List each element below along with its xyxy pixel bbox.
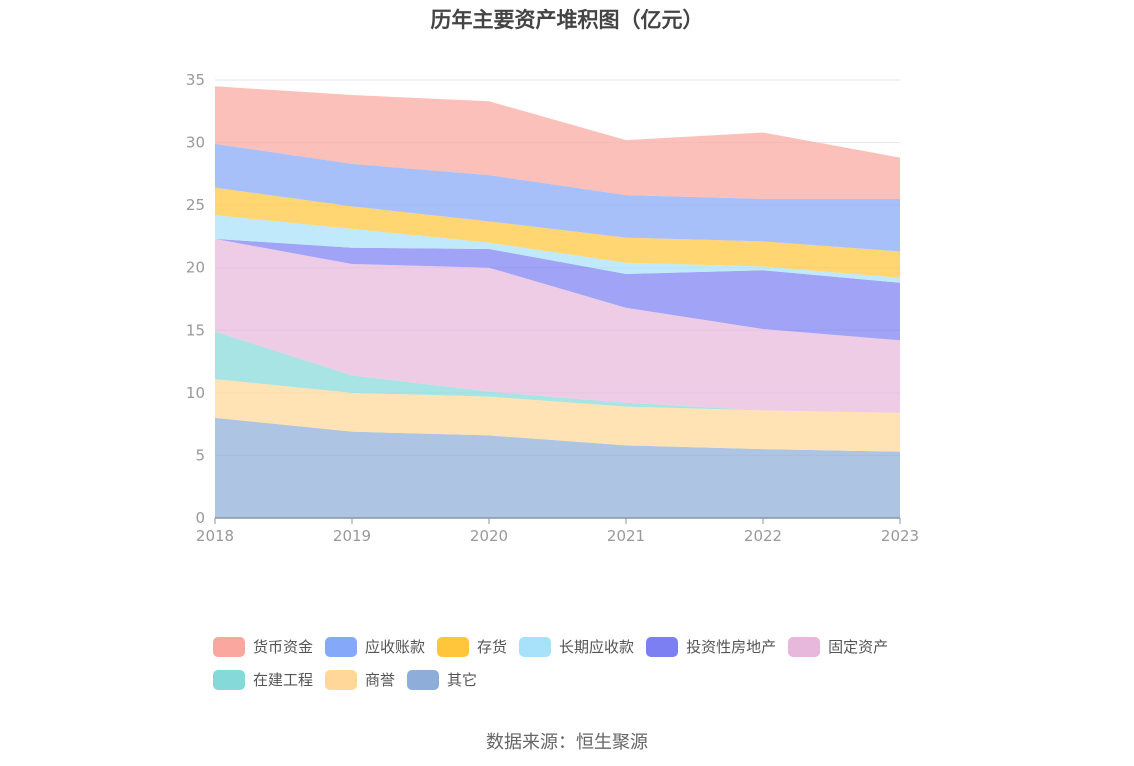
legend-label: 固定资产 [828, 638, 889, 656]
legend-swatch [519, 636, 552, 657]
x-tick-label: 2023 [881, 527, 919, 545]
legend-swatch [325, 669, 358, 690]
y-tick-label: 15 [186, 321, 205, 339]
legend-label: 商誉 [365, 671, 396, 689]
legend-swatch [407, 669, 440, 690]
data-source: 数据来源：恒生聚源 [486, 732, 648, 753]
legend-swatch [325, 636, 358, 657]
legend-swatch [437, 636, 470, 657]
legend-swatch [646, 636, 679, 657]
area-存货 [215, 187, 900, 278]
x-tick-label: 2020 [470, 527, 508, 545]
legend-item-receivables[interactable]: 应收账款 [325, 636, 425, 657]
x-tick-label: 2021 [607, 527, 645, 545]
area-商誉 [215, 379, 900, 452]
area-其它 [215, 417, 900, 518]
area-在建工程 [215, 331, 900, 413]
y-tick-label: 30 [186, 134, 205, 152]
legend-item-fixed-assets[interactable]: 固定资产 [788, 636, 888, 657]
legend-row-1: 货币资金 应收账款 存货 长期应收款 投资性房地产 固定资产 [213, 630, 973, 663]
legend-label: 投资性房地产 [686, 638, 777, 656]
y-tick-label: 25 [186, 196, 205, 214]
area-货币资金 [215, 86, 900, 199]
legend-item-goodwill[interactable]: 商誉 [325, 669, 395, 690]
area-应收账款 [215, 143, 900, 252]
chart-title: 历年主要资产堆积图（亿元） [430, 8, 704, 32]
legend-row-2: 在建工程 商誉 其它 [213, 663, 973, 696]
legend-label: 其它 [447, 671, 478, 689]
legend-label: 货币资金 [253, 638, 314, 656]
y-tick-label: 20 [186, 259, 205, 277]
y-tick-label: 10 [186, 384, 205, 402]
y-tick-label: 5 [195, 446, 205, 464]
legend-label: 应收账款 [365, 638, 426, 656]
x-tick-label: 2019 [333, 527, 371, 545]
legend-label: 存货 [477, 638, 508, 656]
legend-item-other[interactable]: 其它 [407, 669, 477, 690]
legend-item-construction-in-progress[interactable]: 在建工程 [213, 669, 313, 690]
area-投资性房地产 [215, 238, 900, 341]
legend-label: 在建工程 [253, 671, 314, 689]
legend-swatch [213, 669, 245, 690]
x-tick-label: 2022 [744, 527, 782, 545]
legend: 货币资金 应收账款 存货 长期应收款 投资性房地产 固定资产 在建工程 [213, 630, 973, 696]
legend-item-long-term-receivables[interactable]: 长期应收款 [519, 636, 634, 657]
legend-item-investment-property[interactable]: 投资性房地产 [646, 636, 776, 657]
legend-item-cash[interactable]: 货币资金 [213, 636, 313, 657]
y-tick-label: 0 [195, 509, 205, 527]
legend-swatch [788, 636, 821, 657]
x-tick-label: 2018 [196, 527, 234, 545]
area-长期应收款 [215, 215, 900, 283]
area-固定资产 [215, 238, 900, 413]
y-tick-label: 35 [186, 71, 205, 89]
legend-item-inventory[interactable]: 存货 [437, 636, 507, 657]
legend-swatch [213, 636, 245, 657]
stacked-area-chart: 0 5 10 15 20 25 30 35 2018 2019 2020 2021 2022 2023 [186, 71, 919, 545]
legend-label: 长期应收款 [559, 638, 635, 656]
